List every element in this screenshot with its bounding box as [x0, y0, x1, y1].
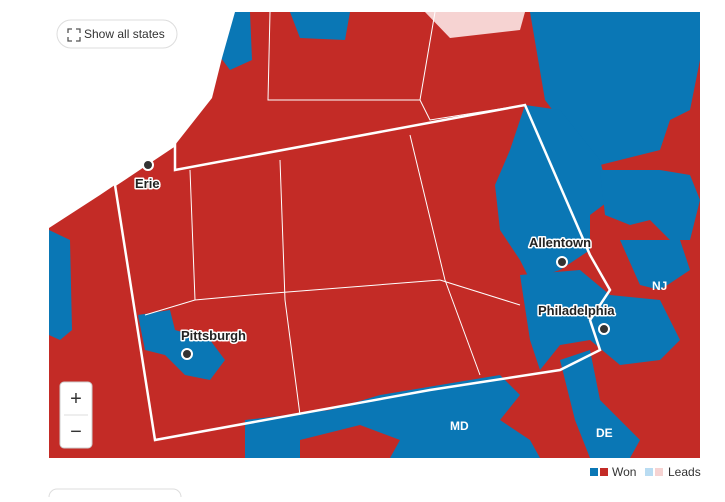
- district: [600, 170, 700, 240]
- district: [520, 270, 680, 370]
- swatch: [645, 468, 653, 476]
- city-dot: [556, 256, 568, 268]
- district: [290, 12, 350, 40]
- partial-control: [48, 488, 182, 502]
- button-label[interactable]: Show all states: [84, 27, 165, 41]
- state-border: [113, 103, 612, 442]
- legend-label: Leads: [668, 465, 701, 479]
- state-label: MD: [450, 419, 469, 433]
- district: [300, 425, 400, 458]
- district: [620, 240, 690, 290]
- state-label: NJ: [652, 279, 667, 293]
- district: [425, 12, 525, 38]
- zoom-out[interactable]: −: [70, 421, 82, 443]
- city-dot: [181, 348, 193, 360]
- button-bg[interactable]: [56, 19, 178, 49]
- district: [49, 230, 72, 340]
- zoom-in[interactable]: +: [70, 388, 82, 410]
- city-label: Allentown: [529, 235, 591, 250]
- district: [560, 350, 640, 458]
- swatch: [590, 468, 598, 476]
- expand-icon: [67, 28, 81, 42]
- legend-label: Won: [612, 465, 636, 479]
- swatch: [600, 468, 608, 476]
- map: [49, 12, 700, 458]
- city-label: Erie: [135, 176, 160, 191]
- swatch: [655, 468, 663, 476]
- county-lines: [144, 12, 526, 416]
- city-markers: Erie Allentown Pittsburgh Philadelphia: [134, 159, 617, 360]
- city-dot: [598, 323, 610, 335]
- lake: [49, 12, 235, 228]
- district: [138, 310, 225, 380]
- city-label: Pittsburgh: [181, 328, 246, 343]
- city-label: Philadelphia: [538, 303, 615, 318]
- show-all-button[interactable]: Show all states: [56, 19, 178, 49]
- legend: Won Leads: [590, 465, 701, 479]
- zoom-controls: + −: [59, 381, 93, 449]
- city-dot: [142, 159, 154, 171]
- state-label: DE: [596, 426, 613, 440]
